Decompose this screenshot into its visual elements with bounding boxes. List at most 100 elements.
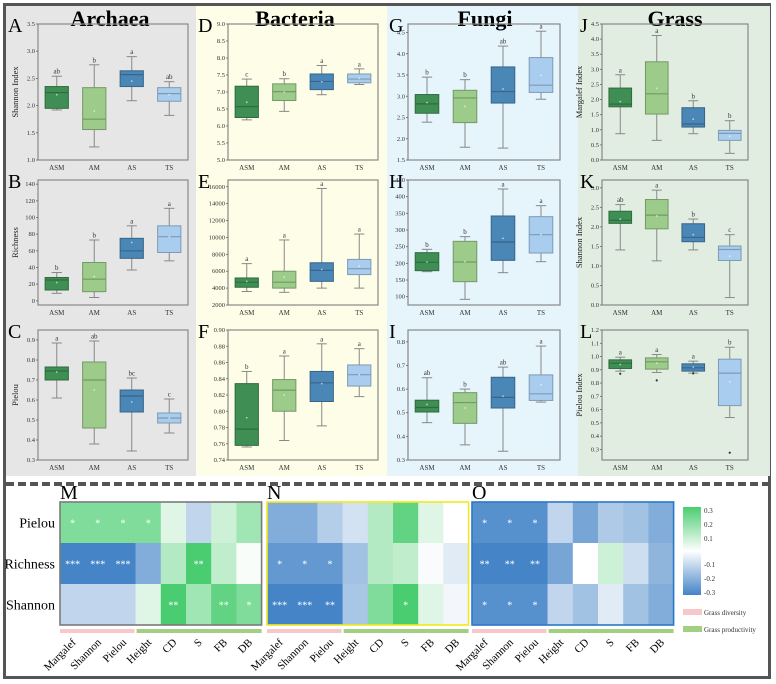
boxplot-panel-C: C 0.3 0.4 0.5 0.6 0.7 0.8 0.9 Pielou a ASM ab AM bc AS… xyxy=(8,321,189,472)
heatmap-cell xyxy=(60,543,86,585)
significance-letter: a xyxy=(358,226,362,234)
box-iqr xyxy=(44,366,69,381)
y-tick-label: 2.5 xyxy=(397,115,405,122)
mean-marker xyxy=(619,218,622,220)
panel-letter: K xyxy=(580,171,595,193)
significance-letter: a xyxy=(539,338,543,346)
significance-letter: a xyxy=(130,48,134,56)
boxplot-panel-A: A 1.0 1.5 2.0 2.5 3.0 3.5 Shannon Index ab ASM b AM… xyxy=(8,15,189,172)
significance-letter: b xyxy=(283,70,287,78)
heatmap-cell xyxy=(418,584,444,626)
plot-frame xyxy=(37,329,189,461)
box-AS: bc xyxy=(119,370,144,452)
mean-marker xyxy=(130,241,133,244)
y-tick-label: 0.5 xyxy=(591,282,599,289)
heatmap-cell xyxy=(292,584,318,626)
significance-letter: b xyxy=(425,69,429,77)
heatmap-column-label: FB xyxy=(419,637,437,655)
y-tick-label: 3.5 xyxy=(591,51,599,58)
x-tick-label: AS xyxy=(127,309,136,317)
group-bar-diversity xyxy=(472,629,547,633)
mean-marker xyxy=(426,403,428,406)
y-tick-label: 5.5 xyxy=(217,140,225,147)
panel-letter: F xyxy=(198,321,209,343)
heatmap-cell xyxy=(342,584,369,626)
heatmap-cell xyxy=(135,502,162,544)
y-tick-label: 2.0 xyxy=(591,224,599,231)
y-tick-label: 0.5 xyxy=(27,417,35,424)
colorbar-tick-label: -0.3 xyxy=(704,589,716,597)
mean-marker xyxy=(464,105,466,108)
box-TS: c xyxy=(717,226,742,299)
box-TS: a xyxy=(528,338,554,403)
heatmap-cell xyxy=(267,584,293,626)
heatmap-cell xyxy=(60,584,86,626)
x-tick-label: TS xyxy=(726,164,734,172)
heatmap-cell xyxy=(648,543,674,585)
x-tick-label: AS xyxy=(689,464,698,472)
y-axis-label: Shannon Index xyxy=(10,66,20,118)
box-ASM: ab xyxy=(44,68,69,111)
legend-label: Grass productivity xyxy=(704,626,756,634)
box-ASM: a xyxy=(608,349,633,375)
heatmap-column-label: S xyxy=(399,637,412,650)
box-ASM: ab xyxy=(608,196,633,251)
significance-stars: ** xyxy=(505,560,515,571)
mean-marker xyxy=(619,363,622,366)
heatmap-cell xyxy=(292,502,318,544)
box-AM: b xyxy=(82,56,107,148)
heatmap-cell xyxy=(236,543,262,585)
y-tick-label: 6000 xyxy=(212,268,225,275)
y-tick-label: 40 xyxy=(29,265,36,272)
box-iqr xyxy=(490,66,516,104)
mean-marker xyxy=(540,74,542,77)
mean-marker xyxy=(245,416,248,419)
heatmap-cell xyxy=(236,502,262,544)
mean-marker xyxy=(358,77,361,80)
heatmap-cell xyxy=(547,502,574,544)
panel-letter: L xyxy=(580,321,592,343)
y-tick-label: 3.5 xyxy=(397,72,405,79)
y-tick-label: 0.8 xyxy=(591,380,599,387)
y-tick-label: 1.0 xyxy=(591,354,599,361)
significance-stars: ** xyxy=(219,601,229,612)
y-tick-label: 0.7 xyxy=(397,362,406,369)
column-title-grass: Grass xyxy=(647,6,703,31)
y-tick-label: 0.3 xyxy=(397,457,405,464)
y-tick-label: 1.0 xyxy=(591,263,599,270)
x-tick-label: TS xyxy=(726,309,734,317)
boxplot-panel-B: B 0 20 40 60 80 100 120 140 Richness b ASM b AM a AS a TS xyxy=(8,171,189,317)
y-tick-label: 300 xyxy=(395,227,405,234)
group-bar-productivity xyxy=(136,629,262,633)
group-bar-productivity xyxy=(548,629,674,633)
y-tick-label: 2.5 xyxy=(27,75,35,82)
y-tick-label: 1.2 xyxy=(591,327,599,334)
significance-letter: b xyxy=(93,56,97,64)
heatmap-column-label: CD xyxy=(160,637,179,656)
y-tick-label: 3.0 xyxy=(591,185,599,192)
heatmap-cell xyxy=(211,543,237,585)
significance-stars: *** xyxy=(297,601,312,612)
y-tick-label: 0.7 xyxy=(27,377,36,384)
mean-marker xyxy=(130,80,133,83)
significance-letter: a xyxy=(358,60,362,68)
box-iqr xyxy=(44,277,69,291)
x-tick-label: TS xyxy=(165,309,173,317)
x-tick-label: TS xyxy=(537,164,545,172)
x-tick-label: ASM xyxy=(49,464,65,472)
significance-stars: *** xyxy=(90,560,105,571)
y-tick-label: 2.5 xyxy=(591,81,599,88)
x-tick-label: AM xyxy=(279,164,291,172)
y-tick-label: 0.7 xyxy=(591,393,600,400)
box-ASM: b xyxy=(234,363,259,448)
heatmap-column-label: DB xyxy=(443,637,462,656)
y-tick-label: 0.0 xyxy=(591,157,599,164)
legend-label: Grass diversity xyxy=(704,609,747,617)
heatmap-cell xyxy=(85,502,111,544)
y-tick-label: 0.8 xyxy=(27,357,35,364)
colorbar-tick-label: -0.1 xyxy=(704,561,716,569)
heatmap-cell xyxy=(211,502,237,544)
significance-stars: * xyxy=(95,519,100,530)
mean-marker xyxy=(692,366,695,369)
